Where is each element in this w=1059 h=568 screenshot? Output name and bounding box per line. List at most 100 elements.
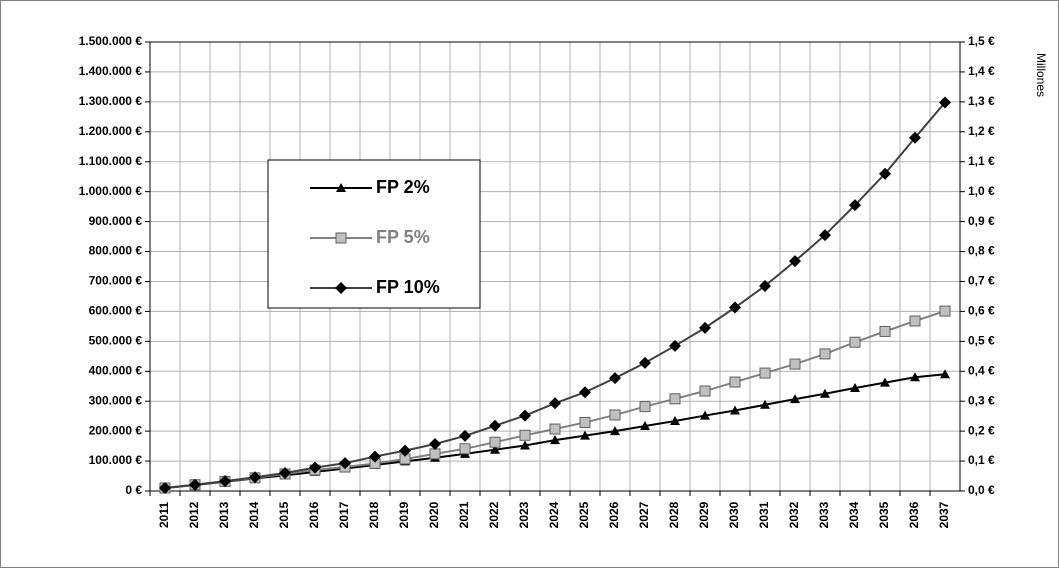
x-tick-label: 2037: [937, 501, 951, 528]
x-tick-label: 2028: [667, 501, 681, 528]
marker: [729, 301, 741, 314]
x-tick-label: 2032: [787, 501, 801, 528]
x-tick-label: 2022: [487, 501, 501, 528]
marker: [849, 336, 861, 348]
marker: [579, 386, 591, 399]
x-tick-label: 2023: [517, 501, 531, 528]
x-tick-label: 2015: [277, 501, 291, 528]
x-tick-label: 2033: [817, 501, 831, 528]
marker: [669, 339, 681, 352]
y2-tick-label: 1,5 €: [968, 34, 995, 48]
marker: [639, 401, 651, 413]
x-tick-label: 2018: [367, 501, 381, 528]
x-tick-label: 2027: [637, 501, 651, 528]
y-tick-label: 1.200.000 €: [79, 124, 143, 138]
marker: [699, 321, 711, 334]
y2-tick-label: 1,4 €: [968, 64, 995, 78]
y2-tick-label: 1,0 €: [968, 184, 995, 198]
x-tick-label: 2031: [757, 501, 771, 528]
y2-axis-label: Millones: [1034, 53, 1048, 97]
x-tick-label: 2020: [427, 501, 441, 528]
marker: [790, 394, 800, 404]
x-tick-label: 2012: [187, 501, 201, 528]
series-group: [159, 96, 951, 495]
marker: [819, 348, 831, 360]
marker: [580, 430, 590, 440]
y2-tick-label: 0,7 €: [968, 274, 995, 288]
x-tick-label: 2030: [727, 501, 741, 528]
x-tick-label: 2034: [847, 501, 861, 528]
y2-tick-label: 0,1 €: [968, 453, 995, 467]
marker: [189, 478, 201, 491]
y2-tick-label: 0,5 €: [968, 334, 995, 348]
y-tick-label: 100.000 €: [89, 453, 143, 467]
marker: [940, 369, 950, 379]
marker: [489, 436, 501, 448]
marker: [849, 199, 861, 212]
y2-tick-label: 0,4 €: [968, 363, 995, 377]
marker: [699, 385, 711, 397]
marker: [399, 444, 411, 457]
plot-area: [149, 41, 961, 492]
marker: [879, 325, 891, 337]
marker: [335, 232, 347, 244]
marker: [879, 167, 891, 180]
x-tick-label: 2029: [697, 501, 711, 528]
marker: [459, 443, 471, 455]
marker: [700, 410, 710, 420]
marker: [490, 444, 500, 454]
x-tick-label: 2014: [247, 501, 261, 528]
marker: [910, 372, 920, 382]
y-tick-label: 1.500.000 €: [79, 34, 143, 48]
x-tick-label: 2016: [307, 501, 321, 528]
marker: [640, 421, 650, 431]
y-tick-label: 700.000 €: [89, 274, 143, 288]
marker: [219, 475, 231, 488]
marker: [249, 471, 261, 484]
y-tick-label: 300.000 €: [89, 393, 143, 407]
marker: [909, 131, 921, 144]
x-tick-label: 2035: [877, 501, 891, 528]
marker: [519, 409, 531, 422]
y2-tick-label: 0,0 €: [968, 483, 995, 497]
marker: [610, 426, 620, 436]
marker: [335, 282, 347, 294]
marker: [579, 416, 591, 428]
marker: [730, 405, 740, 415]
marker: [819, 229, 831, 242]
marker: [609, 372, 621, 385]
x-tick-label: 2026: [607, 501, 621, 528]
marker: [549, 423, 561, 435]
y2-tick-label: 0,3 €: [968, 393, 995, 407]
marker: [789, 358, 801, 370]
marker: [670, 415, 680, 425]
y-tick-label: 400.000 €: [89, 363, 143, 377]
legend-label: FP 5%: [376, 227, 430, 247]
marker: [759, 367, 771, 379]
marker: [519, 429, 531, 441]
marker: [520, 440, 530, 450]
x-tick-label: 2024: [547, 501, 561, 528]
y-tick-label: 600.000 €: [89, 304, 143, 318]
legend-label: FP 10%: [376, 277, 440, 297]
marker: [429, 448, 441, 460]
x-tick-label: 2011: [157, 502, 171, 528]
legend: [267, 159, 481, 309]
marker: [339, 457, 351, 470]
marker: [309, 461, 321, 474]
marker: [939, 96, 951, 109]
marker: [159, 482, 171, 495]
x-tick-label: 2021: [457, 501, 471, 528]
marker: [789, 255, 801, 268]
marker: [669, 393, 681, 405]
marker: [759, 279, 771, 292]
marker: [459, 429, 471, 442]
y-tick-label: 900.000 €: [89, 214, 143, 228]
x-tick-label: 2019: [397, 501, 411, 528]
y-tick-label: 1.400.000 €: [79, 64, 143, 78]
marker: [549, 397, 561, 410]
legend-label: FP 2%: [376, 177, 430, 197]
y2-tick-label: 1,1 €: [968, 154, 995, 168]
